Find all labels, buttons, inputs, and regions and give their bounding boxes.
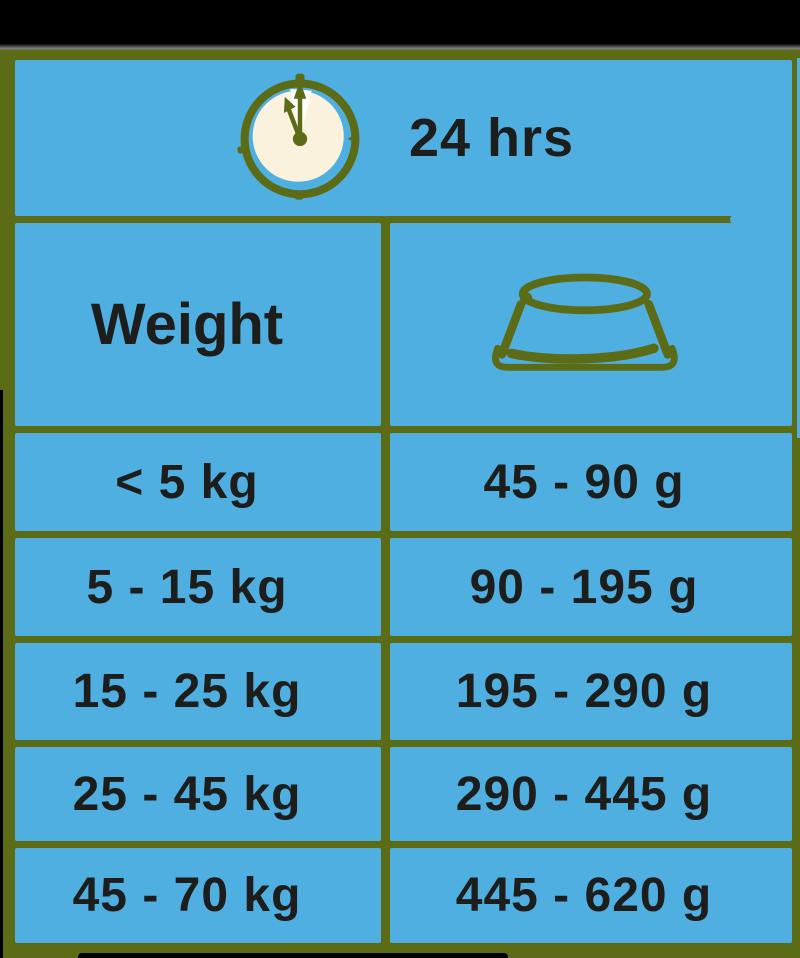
table-row-weight: 5 - 15 kg — [15, 538, 381, 636]
portion-column-header-cell — [390, 223, 792, 426]
table-row-portion: 45 - 90 g — [390, 433, 792, 531]
top-shadow-line — [0, 44, 800, 52]
table-row-weight: 15 - 25 kg — [15, 643, 381, 740]
bottom-edge-shadow — [78, 953, 508, 958]
table-row-portion: 195 - 290 g — [390, 643, 792, 740]
table-row-weight: 45 - 70 kg — [15, 848, 381, 943]
duration-label: 24 hrs — [408, 108, 575, 168]
table-row-portion: 445 - 620 g — [390, 848, 792, 943]
portion-value: 195 - 290 g — [455, 665, 713, 718]
divider-taper — [730, 215, 792, 224]
portion-value: 45 - 90 g — [483, 455, 685, 509]
portion-value: 290 - 445 g — [455, 767, 713, 821]
feeding-table-frame: 24 hrs Weight < 5 kg 45 - 90 g 5 - 15 kg — [0, 50, 800, 958]
weight-value: 15 - 25 kg — [72, 665, 302, 718]
table-row-portion: 290 - 445 g — [390, 747, 792, 841]
feeding-guide-table: 24 hrs Weight < 5 kg 45 - 90 g 5 - 15 kg — [15, 60, 792, 945]
weight-value: 45 - 70 kg — [72, 869, 302, 922]
table-row-portion: 90 - 195 g — [390, 538, 792, 636]
left-edge-shadow — [0, 390, 3, 958]
header-row: 24 hrs — [15, 60, 792, 216]
weight-column-header: Weight — [90, 292, 284, 357]
portion-value: 90 - 195 g — [469, 560, 699, 614]
weight-column-header-cell: Weight — [15, 223, 381, 426]
food-bowl-icon — [492, 273, 678, 371]
table-row-weight: < 5 kg — [15, 433, 381, 531]
table-row-weight: 25 - 45 kg — [15, 747, 381, 841]
clock-icon — [237, 73, 360, 200]
portion-value: 445 - 620 g — [455, 869, 713, 922]
weight-value: 25 - 45 kg — [72, 767, 302, 821]
weight-value: < 5 kg — [115, 455, 259, 509]
weight-value: 5 - 15 kg — [86, 560, 288, 614]
right-edge-sliver — [797, 58, 800, 438]
